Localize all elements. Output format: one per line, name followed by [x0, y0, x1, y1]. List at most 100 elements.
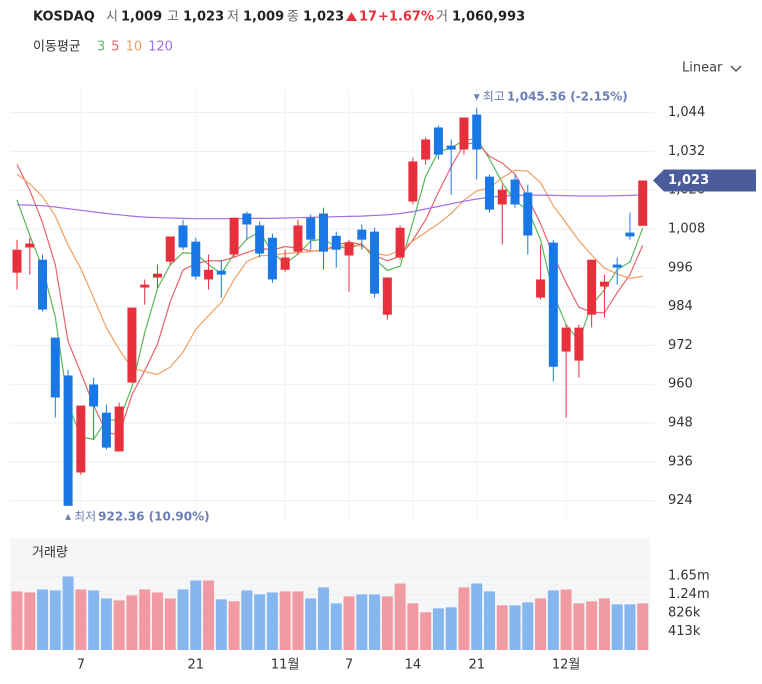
candle-body [280, 257, 290, 270]
annotation-label: 922.36 (10.90%) [98, 509, 209, 523]
candle-body [612, 264, 622, 268]
volume-bar [151, 592, 163, 650]
legend-entry: 120 [148, 40, 173, 55]
candle-body [242, 213, 252, 225]
candle-body [255, 225, 265, 254]
moving-average-line [16, 194, 643, 220]
candle-body [536, 279, 546, 298]
y-tick-label: 948 [668, 416, 693, 431]
y-tick-label: 960 [668, 377, 693, 392]
candle-body [523, 192, 533, 236]
candle-body [421, 139, 431, 160]
candle-body [638, 180, 648, 226]
candle-body [140, 284, 150, 288]
volume-bar [254, 594, 266, 650]
volume-bar [317, 587, 329, 650]
volume-bar [241, 590, 253, 650]
candle-body [306, 217, 316, 240]
candle-body [63, 375, 73, 506]
volume-bar [522, 602, 534, 650]
x-tick-label: 14 [405, 658, 422, 673]
change: 17 [359, 10, 377, 25]
candle-body [408, 161, 418, 202]
candle-body [472, 114, 482, 150]
volume-bar [139, 589, 151, 650]
volume-bar [164, 598, 176, 650]
scale-mode[interactable]: Linear [682, 61, 723, 76]
candle-body [216, 270, 226, 275]
candle-body [114, 406, 124, 452]
min-marker [65, 513, 72, 520]
last-price-label: 1,023 [668, 173, 709, 188]
y-tick-label: 984 [668, 299, 693, 314]
volume-bar [637, 603, 649, 650]
volume-bar [586, 601, 598, 650]
volume-title: 거래량 [32, 546, 68, 561]
field-value: 1,023 [183, 10, 224, 25]
x-tick-label: 21 [468, 658, 485, 673]
x-tick-label: 11월 [271, 658, 300, 673]
candle-body [433, 127, 443, 155]
volume-bar [203, 580, 215, 650]
annotation-label: 1,045.36 (-2.15%) [507, 90, 628, 104]
volume-bar [547, 590, 559, 650]
volume-bar [190, 580, 202, 650]
volume-bar [381, 596, 393, 650]
candle-body [89, 384, 99, 407]
x-tick-label: 21 [188, 658, 205, 673]
volume-value: 1,060,993 [452, 10, 525, 25]
y-tick-label: 1.65m [668, 569, 710, 584]
candle-body [76, 405, 86, 473]
x-tick-label: 7 [77, 658, 85, 673]
dropdown-chevron[interactable] [730, 65, 742, 72]
volume-bar [126, 595, 138, 650]
candle-body [204, 269, 214, 280]
x-tick-label: 12월 [552, 658, 581, 673]
volume-bar [330, 603, 342, 650]
candle-body [484, 176, 494, 210]
volume-bar [215, 599, 227, 650]
candle-body [625, 232, 635, 237]
candle-body [229, 217, 239, 255]
volume-bar [113, 600, 125, 650]
candle-body [370, 231, 380, 294]
volume-bar [369, 594, 381, 650]
y-tick-label: 924 [668, 493, 693, 508]
volume-bar [75, 589, 87, 650]
volume-bar [292, 591, 304, 650]
volume-bar [279, 591, 291, 650]
candle-body [599, 281, 609, 287]
y-tick-label: 826k [668, 606, 701, 621]
y-tick-label: 413k [668, 624, 701, 639]
max-marker [473, 94, 480, 101]
last-price-badge [653, 169, 756, 192]
volume-bar [37, 589, 49, 650]
volume-bar [407, 603, 419, 650]
candle-body [574, 327, 584, 361]
y-tick-label: 1.24m [668, 587, 710, 602]
volume-bar [177, 589, 189, 650]
field-value: 1,009 [121, 10, 162, 25]
field-value: 1,023 [303, 10, 344, 25]
volume-bar [266, 592, 278, 650]
volume-bar [49, 590, 61, 650]
candle-body [548, 242, 558, 367]
legend-entry: 5 [111, 40, 119, 55]
volume-bar [624, 604, 636, 650]
legend-entry: 3 [97, 40, 105, 55]
candle-body [395, 227, 405, 258]
volume-bar [432, 608, 444, 650]
change-pct: +1.67% [378, 10, 434, 25]
x-tick-label: 7 [345, 658, 353, 673]
candle-body [459, 117, 469, 150]
y-tick-label: 1,032 [668, 144, 705, 159]
volume-bar [356, 594, 368, 650]
volume-bar [560, 589, 572, 650]
candle-body [25, 243, 35, 248]
candle-body [561, 327, 571, 352]
volume-bar [496, 605, 508, 650]
moving-average-line [16, 169, 643, 376]
candle-body [357, 229, 367, 240]
volume-bar [598, 598, 610, 650]
up-arrow [346, 12, 357, 21]
